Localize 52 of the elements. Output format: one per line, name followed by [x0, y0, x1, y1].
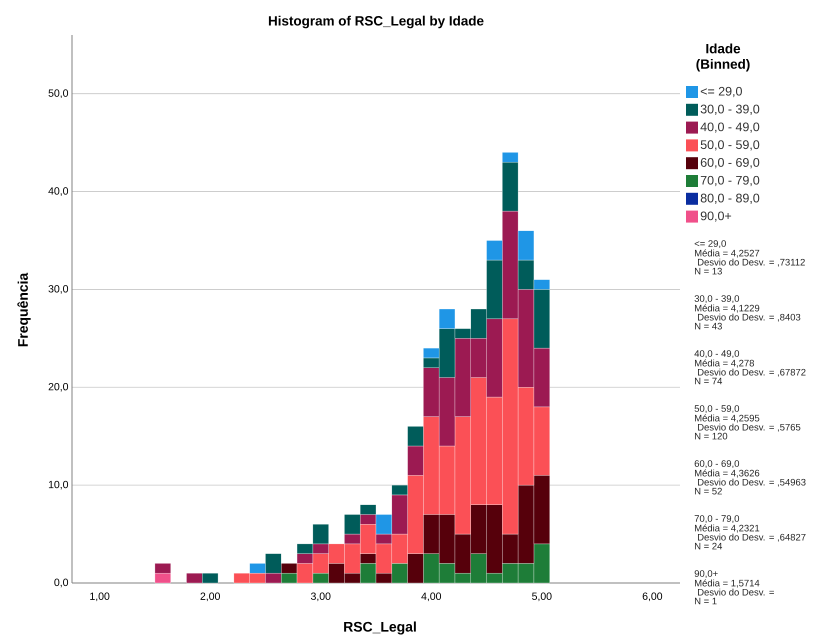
y-tick-label: 30,0: [48, 285, 68, 294]
x-tick-label: 5,00: [532, 592, 552, 602]
text: Média = 4,2321: [694, 524, 760, 533]
x-tick-label: 1,00: [90, 592, 110, 602]
text: Média = 4,3626: [694, 469, 760, 478]
x-tick-label: 6,00: [642, 592, 662, 602]
x-tick-label: 2,00: [200, 592, 220, 602]
y-axis-title: Frequência: [17, 272, 31, 346]
legend-label: 90,0+: [700, 211, 732, 222]
text: Desvio do Desv. = ,5765: [698, 424, 800, 432]
text: Desvio do Desv. = ,67872: [698, 368, 806, 377]
text: Desvio do Desv. =: [698, 588, 774, 596]
x-tick-label: 4,00: [421, 592, 442, 602]
text: Desvio do Desv. = ,8403: [698, 314, 800, 322]
text: N = 1: [694, 598, 717, 604]
text: N = 43: [694, 322, 722, 330]
legend-label: 70,0 - 79,0: [700, 176, 760, 186]
text: 90,0+: [694, 570, 718, 578]
text: <= 29,0: [694, 240, 726, 248]
y-tick-label: 20,0: [48, 382, 68, 392]
legend-label: <= 29,0: [700, 86, 742, 98]
y-tick-label: 50,0: [48, 89, 68, 98]
y-tick-label: 10,0: [48, 480, 68, 490]
text: N = 24: [694, 542, 722, 550]
text: N = 13: [694, 268, 722, 274]
text: N = 52: [694, 488, 722, 494]
text: Desvio do Desv. = ,54963: [698, 478, 806, 487]
legend-label: 30,0 - 39,0: [700, 104, 760, 115]
y-tick-label: 0,0: [54, 578, 68, 588]
legend-label: 40,0 - 49,0: [700, 122, 760, 133]
text: 40,0 - 49,0: [694, 350, 740, 358]
text: 30,0 - 39,0: [694, 295, 740, 304]
text: Média = 4,2527: [694, 249, 760, 258]
legend-label: 50,0 - 59,0: [700, 140, 760, 151]
text: Média = 4,278: [694, 359, 754, 368]
x-axis-title: RSC_Legal: [344, 621, 416, 635]
text: N = 120: [694, 432, 728, 440]
legend-title: Idade (Binned): [696, 44, 750, 72]
x-tick-label: 3,00: [310, 592, 330, 602]
text: 50,0 - 59,0: [694, 405, 740, 414]
text: Média = 1,5714: [694, 579, 760, 588]
legend-label: 80,0 - 89,0: [700, 194, 760, 204]
text: 70,0 - 79,0: [694, 515, 740, 524]
text: Média = 4,2595: [694, 414, 760, 423]
legend-label: 60,0 - 69,0: [700, 158, 760, 168]
chart-title: Histogram of RSC_Legal by Idade: [268, 16, 484, 28]
y-tick-label: 40,0: [48, 187, 68, 196]
text: 60,0 - 69,0: [694, 460, 740, 468]
text: Média = 4,1229: [694, 304, 760, 313]
text: N = 74: [694, 378, 722, 384]
text: Desvio do Desv. = ,73112: [698, 258, 805, 267]
text: Desvio do Desv. = ,64827: [698, 534, 806, 542]
